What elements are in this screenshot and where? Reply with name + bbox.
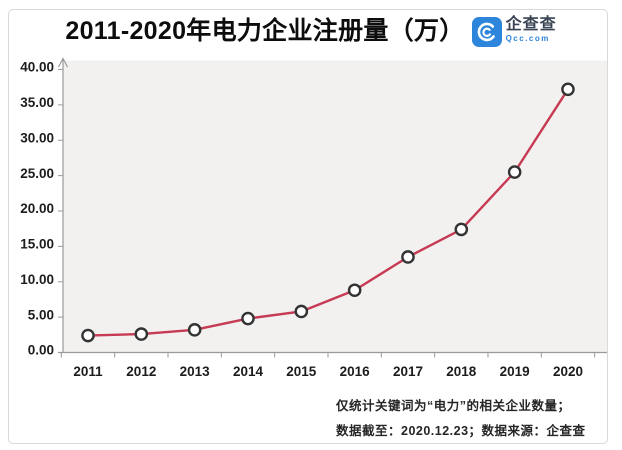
data-point <box>187 323 202 337</box>
chart-header: 2011-2020年电力企业注册量（万） 企查查 Qcc.com <box>0 15 622 47</box>
data-point <box>294 304 309 319</box>
data-point <box>507 165 522 179</box>
data-point <box>561 82 575 97</box>
x-tick-label: 2018 <box>446 364 477 379</box>
data-point <box>401 250 415 264</box>
chart-title: 2011-2020年电力企业注册量（万） <box>65 17 465 45</box>
y-tick-label: 30.00 <box>20 130 54 145</box>
qichacha-logo: 企查查 Qcc.com <box>471 17 557 47</box>
qichacha-logo-icon <box>471 17 502 47</box>
logo-domain: Qcc.com <box>505 34 550 43</box>
data-point <box>454 222 469 237</box>
data-point <box>241 311 255 326</box>
y-tick-label: 40.00 <box>20 60 54 75</box>
x-tick-label: 2016 <box>340 364 371 379</box>
y-tick-label: 15.00 <box>20 237 54 252</box>
chart-footnote: 仅统计关键词为“电力”的相关企业数量； 数据截至：2020.12.23；数据来源… <box>336 394 586 444</box>
data-point <box>81 328 95 343</box>
x-tick-label: 2014 <box>233 364 264 379</box>
x-tick-label: 2013 <box>180 364 211 379</box>
x-tick-label: 2019 <box>500 364 530 379</box>
footnote-line-2: 数据截至：2020.12.23；数据来源：企查查 <box>336 424 586 438</box>
x-tick-label: 2015 <box>286 364 317 379</box>
data-point <box>347 283 362 298</box>
qichacha-logo-text: 企查查 Qcc.com <box>506 17 557 43</box>
plot-area <box>63 60 607 353</box>
x-tick-label: 2020 <box>553 364 583 379</box>
y-axis-arrow <box>57 57 69 68</box>
data-point <box>134 327 149 341</box>
line-series <box>87 88 569 337</box>
y-tick-label: 10.00 <box>20 272 54 287</box>
y-tick-label: 0.00 <box>28 343 54 358</box>
y-tick-label: 35.00 <box>20 95 54 110</box>
y-tick-label: 20.00 <box>20 201 54 216</box>
footnote-line-1: 仅统计关键词为“电力”的相关企业数量； <box>336 399 571 413</box>
x-tick-label: 2012 <box>126 364 156 379</box>
logo-name: 企查查 <box>505 16 557 33</box>
x-tick-label: 2017 <box>393 364 423 379</box>
y-tick-label: 25.00 <box>20 166 54 181</box>
y-tick-label: 5.00 <box>28 307 54 322</box>
x-tick-label: 2011 <box>73 364 103 379</box>
